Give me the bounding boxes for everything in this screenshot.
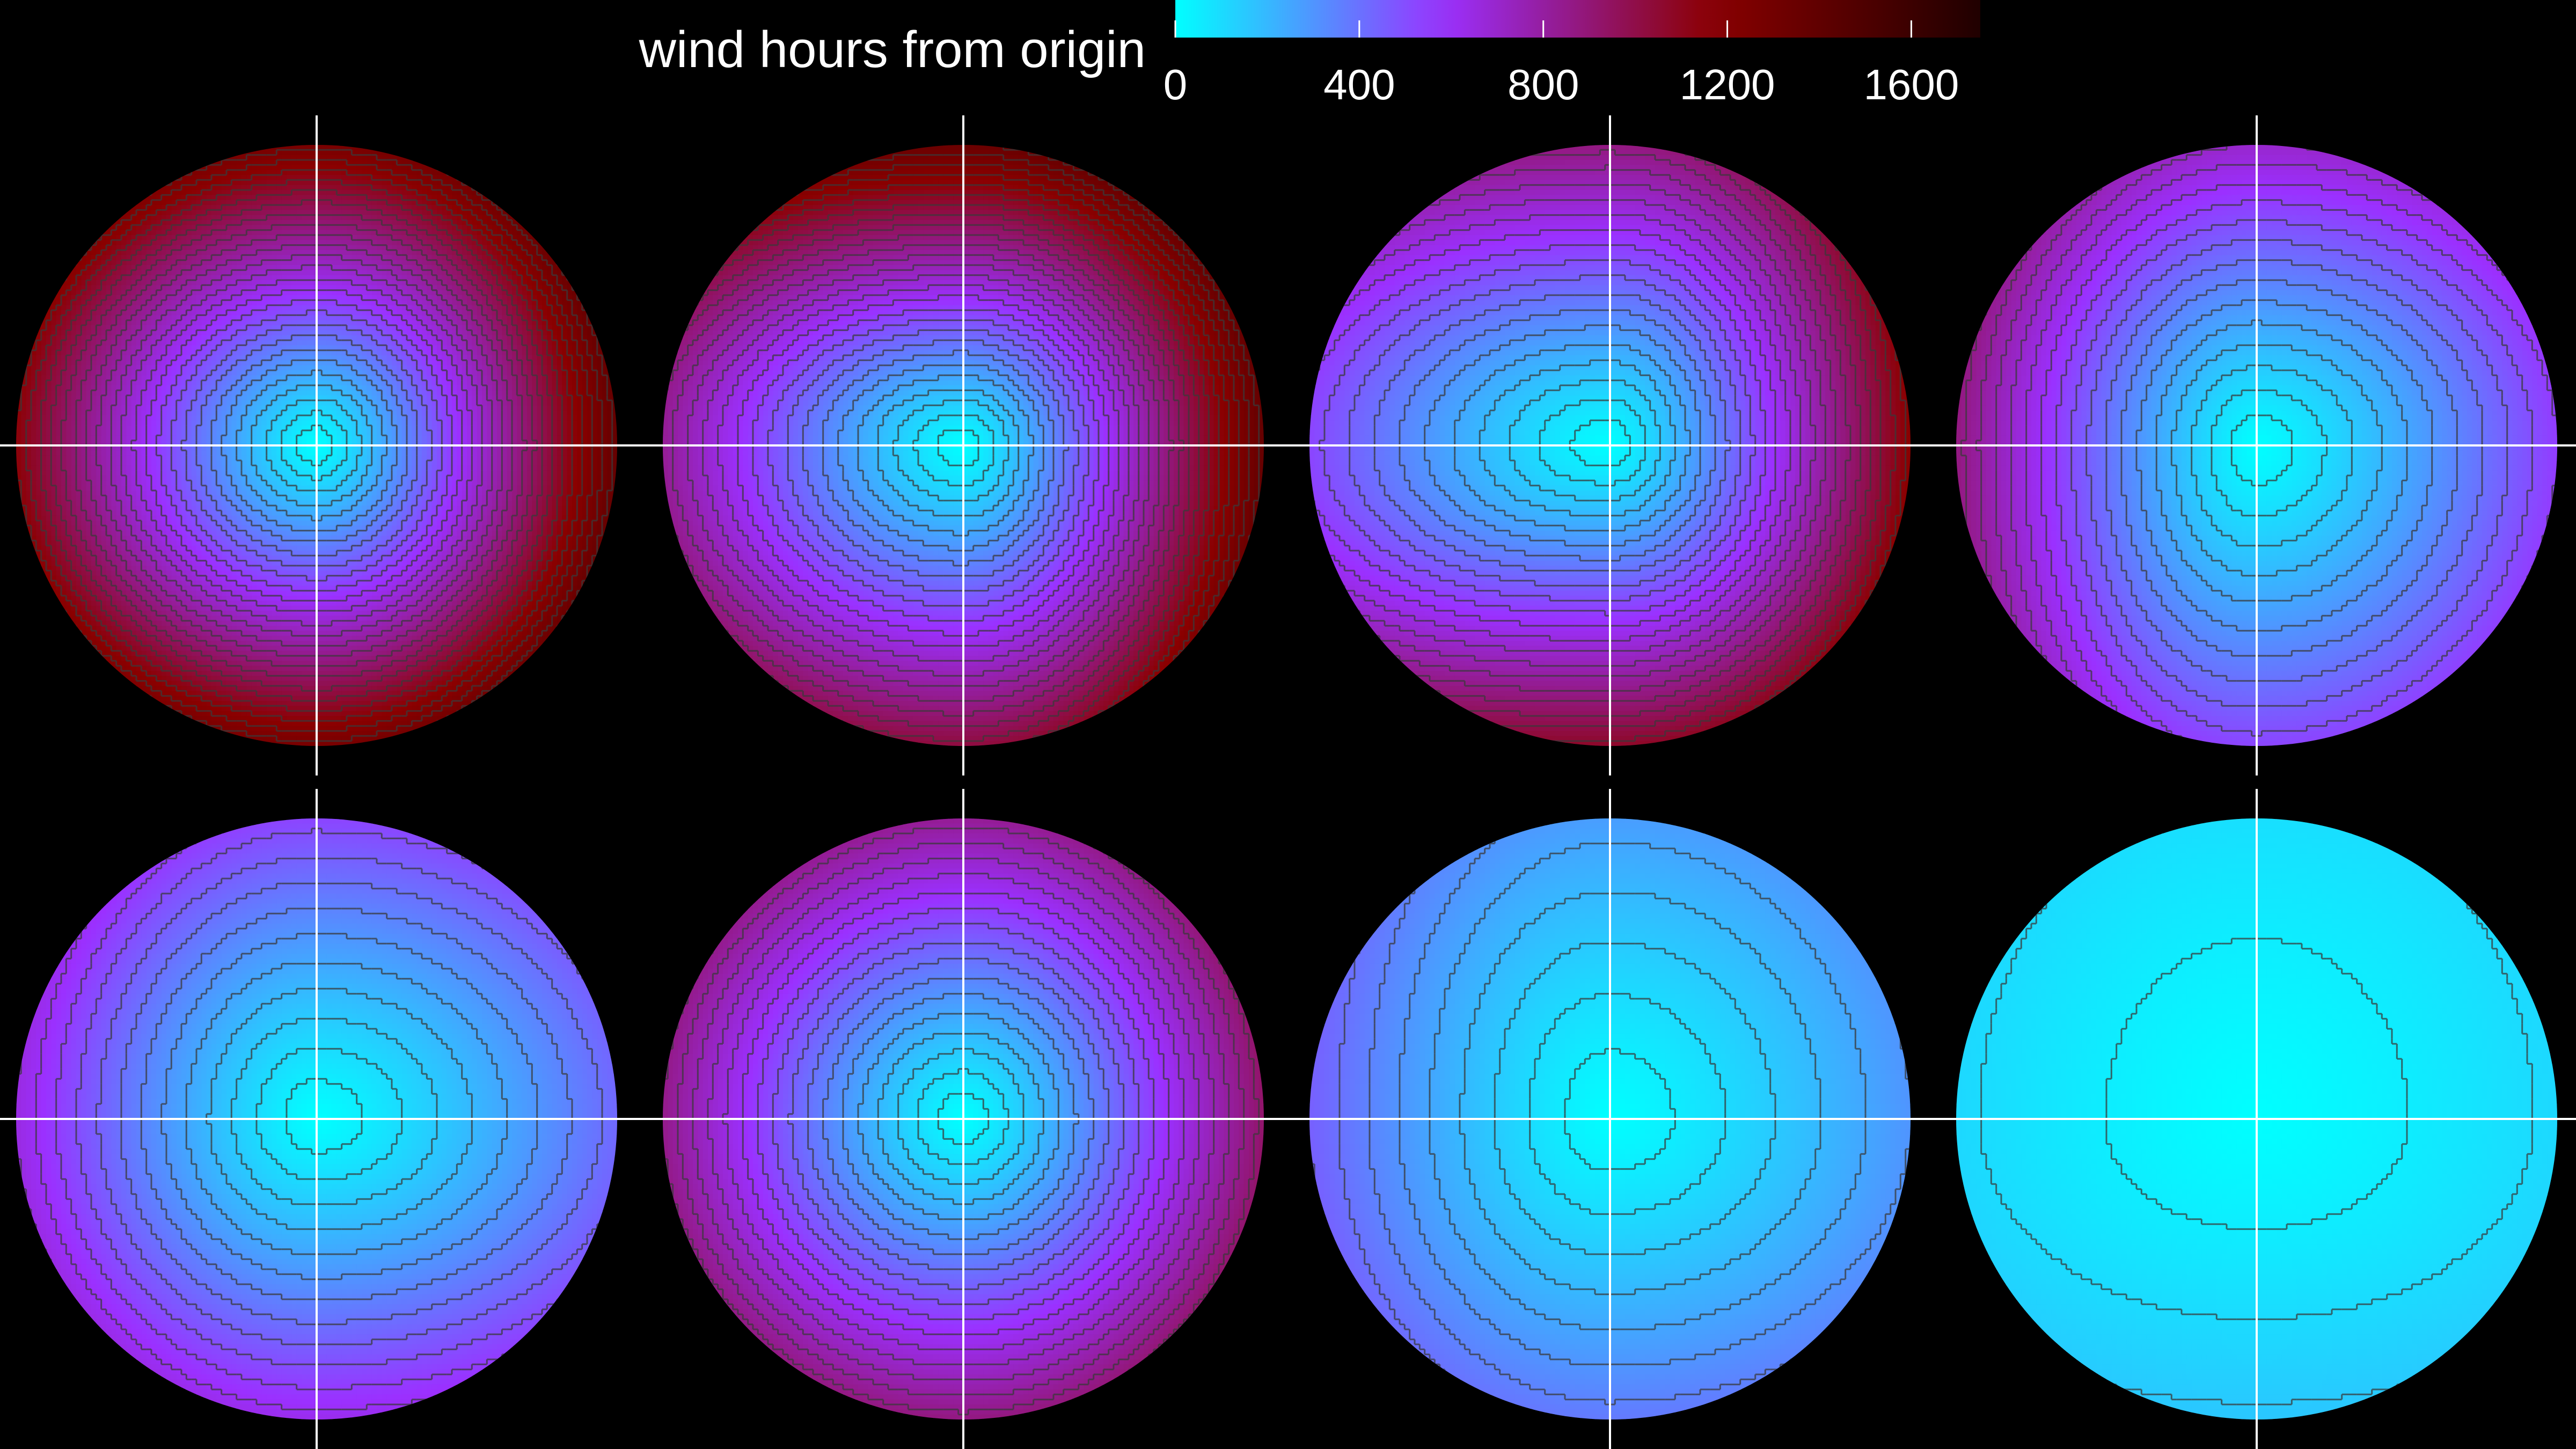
colorbar-tick-label: 1600 [1863,61,1959,108]
colorbar-tick-label: 400 [1323,61,1395,108]
colorbar-tick-label: 800 [1507,61,1579,108]
colorbar-tick-label: 0 [1163,61,1188,108]
colorbar-tick-label: 1200 [1680,61,1775,108]
colorbar-label: wind hours from origin [639,21,1146,78]
colorbar [1175,0,1980,38]
